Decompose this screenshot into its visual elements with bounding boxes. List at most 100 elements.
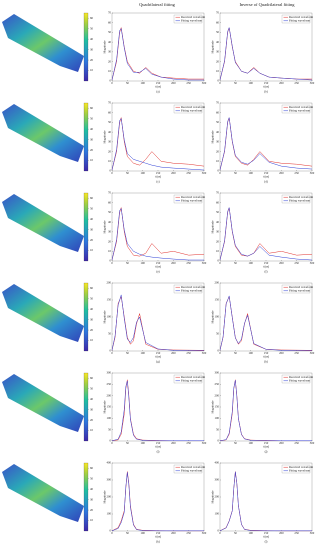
- y-tick-label: 400: [215, 461, 220, 465]
- x-tick-label: 150: [264, 441, 269, 445]
- y-tick-label: 50: [108, 30, 112, 34]
- colorbar-tick-label: 30: [90, 497, 94, 501]
- x-tick-label: 250: [294, 441, 299, 445]
- y-tick-label: 40: [216, 220, 220, 224]
- y-axis-label: Magnitude: [103, 220, 107, 234]
- colorbar: [83, 192, 89, 262]
- y-tick-label: 70: [216, 11, 220, 15]
- subfigure-caption: (i): [157, 450, 160, 454]
- colorbar-tick-label: 30: [90, 47, 94, 51]
- colorbar: [83, 12, 89, 82]
- y-tick-label: 200: [107, 495, 112, 499]
- plot-frame: [219, 12, 313, 82]
- x-tick-label: 150: [264, 261, 269, 265]
- legend-label: Received waveform: [181, 285, 206, 289]
- y-tick-label: 10: [216, 249, 220, 253]
- x-tick-label: 50: [234, 171, 238, 175]
- legend-label: Fitting waveform: [289, 18, 311, 22]
- colorbar-tick-label: 50: [90, 386, 94, 390]
- x-tick-label: 100: [140, 81, 145, 85]
- x-axis-label: t (ns): [263, 85, 269, 89]
- x-axis-label: t (ns): [263, 355, 269, 359]
- y-tick-label: 150: [215, 298, 220, 302]
- x-tick-label: 100: [248, 171, 253, 175]
- colorbar-tick-label: 20: [90, 418, 94, 422]
- x-tick-label: 0: [111, 351, 113, 355]
- legend-label: Fitting waveform: [289, 108, 311, 112]
- plot-frame: [219, 102, 313, 172]
- x-tick-label: 200: [279, 351, 284, 355]
- x-tick-label: 50: [126, 261, 130, 265]
- x-tick-label: 200: [279, 81, 284, 85]
- y-axis-label: Magnitude: [211, 130, 215, 144]
- x-tick-label: 100: [140, 531, 145, 535]
- x-tick-label: 250: [294, 261, 299, 265]
- x-tick-label: 300: [202, 261, 207, 265]
- plot-frame: [111, 192, 205, 262]
- colorbar-tick-label: 60: [90, 466, 94, 470]
- x-tick-label: 0: [111, 531, 113, 535]
- waveform: [111, 472, 204, 532]
- x-tick-label: 150: [156, 531, 161, 535]
- colorbar-tick-label: 30: [90, 407, 94, 411]
- waveform: [219, 207, 313, 261]
- colorbar-tick-label: 40: [90, 487, 94, 491]
- x-tick-label: 300: [310, 351, 315, 355]
- y-tick-label: 300: [107, 371, 112, 375]
- x-tick-label: 300: [310, 531, 315, 535]
- y-tick-label: 10: [108, 69, 112, 73]
- legend-label: Received waveform: [181, 105, 206, 109]
- y-tick-label: 50: [108, 427, 112, 431]
- y-tick-label: 70: [108, 191, 112, 195]
- colorbar-tick-label: 10: [90, 68, 94, 72]
- x-tick-label: 100: [140, 261, 145, 265]
- colorbar: [83, 372, 89, 442]
- x-tick-label: 50: [234, 441, 238, 445]
- x-tick-label: 50: [126, 171, 130, 175]
- colorbar-tick-label: 60: [90, 286, 94, 290]
- y-axis-label: Magnitude: [211, 490, 215, 504]
- waveform: [219, 206, 313, 261]
- y-tick-label: 50: [216, 210, 220, 214]
- y-tick-label: 50: [216, 120, 220, 124]
- heatmap-image: [2, 14, 84, 72]
- x-tick-label: 50: [234, 351, 238, 355]
- x-tick-label: 150: [156, 171, 161, 175]
- legend-box: [281, 284, 311, 294]
- x-tick-label: 300: [310, 171, 315, 175]
- legend-label: Received waveform: [181, 15, 206, 19]
- colorbar-tick-label: 30: [90, 137, 94, 141]
- x-tick-label: 50: [234, 261, 238, 265]
- y-tick-label: 0: [218, 259, 220, 263]
- legend-label: Fitting waveform: [181, 198, 203, 202]
- x-tick-label: 150: [264, 531, 269, 535]
- subfigure-caption: (j): [265, 450, 268, 454]
- plot-frame: [111, 12, 205, 82]
- legend-label: Fitting waveform: [289, 198, 311, 202]
- x-tick-label: 250: [294, 171, 299, 175]
- x-tick-label: 300: [202, 531, 207, 535]
- y-tick-label: 100: [107, 512, 112, 516]
- y-tick-label: 0: [110, 79, 112, 83]
- subfigure-caption: (c): [156, 180, 159, 184]
- x-tick-label: 150: [156, 351, 161, 355]
- y-tick-label: 30: [108, 140, 112, 144]
- x-tick-label: 0: [111, 171, 113, 175]
- y-tick-label: 30: [216, 50, 220, 54]
- colorbar-tick-label: 20: [90, 58, 94, 62]
- x-tick-label: 50: [126, 531, 130, 535]
- x-tick-label: 50: [234, 531, 238, 535]
- y-axis-label: Magnitude: [211, 310, 215, 324]
- y-tick-label: 40: [216, 40, 220, 44]
- y-tick-label: 200: [215, 281, 220, 285]
- y-axis-label: Magnitude: [211, 220, 215, 234]
- legend-box: [281, 104, 311, 114]
- y-tick-label: 10: [216, 69, 220, 73]
- colorbar-tick-label: 30: [90, 317, 94, 321]
- x-tick-label: 100: [140, 441, 145, 445]
- x-tick-label: 50: [126, 351, 130, 355]
- colorbar-tick-label: 50: [90, 116, 94, 120]
- y-tick-label: 70: [216, 191, 220, 195]
- y-tick-label: 10: [216, 159, 220, 163]
